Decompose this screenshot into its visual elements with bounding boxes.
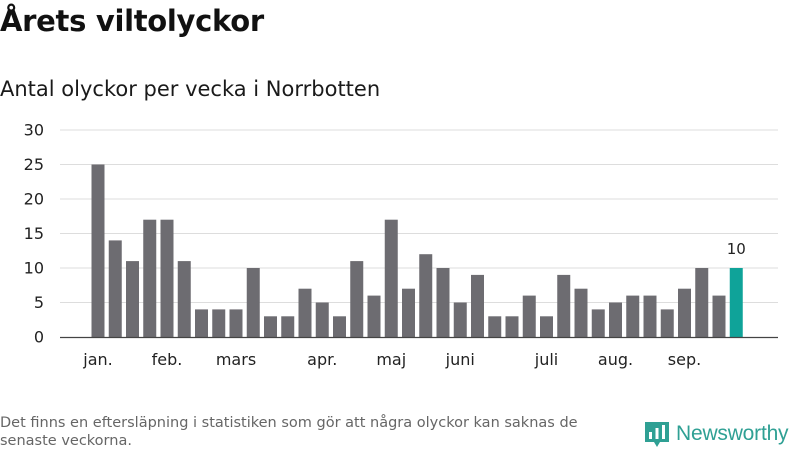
bar	[695, 268, 709, 337]
chart-title: Årets viltolyckor	[0, 4, 264, 38]
x-tick-label: sep.	[668, 350, 701, 369]
bar	[143, 219, 157, 337]
bar	[678, 288, 691, 337]
newsworthy-logo-icon	[645, 422, 669, 447]
y-tick-label: 10	[24, 259, 44, 278]
bar	[298, 288, 312, 337]
y-tick-label: 0	[34, 328, 44, 347]
bar	[591, 309, 605, 337]
x-tick-label: maj	[376, 350, 406, 369]
bar	[229, 309, 243, 337]
x-tick-label: juli	[534, 350, 558, 369]
bar	[540, 316, 553, 337]
bar	[522, 295, 536, 337]
bar	[574, 288, 588, 337]
bar	[557, 274, 571, 337]
x-tick-label: apr.	[307, 350, 337, 369]
y-tick-label: 30	[24, 121, 44, 140]
bar	[177, 261, 191, 337]
bar	[315, 302, 329, 337]
bar	[609, 302, 622, 337]
bar	[160, 219, 174, 337]
x-tick-label: juni	[445, 350, 475, 369]
bar	[108, 240, 122, 337]
brand-name: Newsworthy	[676, 422, 789, 445]
data-labels: 10	[727, 240, 746, 258]
brand-logo[interactable]: Newsworthy	[644, 419, 789, 449]
x-axis-ticks: jan. feb. mars apr. maj juni juli aug. sep.	[82, 350, 701, 369]
bar	[333, 316, 346, 337]
bar	[712, 295, 726, 337]
bar	[643, 295, 657, 337]
bar	[453, 302, 467, 337]
bar	[419, 254, 433, 337]
y-tick-label: 5	[34, 293, 44, 312]
bar	[505, 316, 519, 337]
bar-chart: 0 5 10 15 20 25 30 jan. feb. mars apr. maj juni juli…	[24, 121, 778, 369]
bars	[91, 164, 743, 337]
bar-highlighted	[729, 268, 743, 337]
bar	[264, 316, 277, 337]
bar	[660, 309, 674, 337]
footnote: Det finns en eftersläpning i statistiken…	[0, 415, 578, 449]
chart-subtitle: Antal olyckor per vecka i Norrbotten	[0, 77, 381, 101]
bar	[436, 268, 450, 337]
bar	[350, 261, 364, 337]
y-tick-label: 25	[24, 155, 44, 174]
bar	[626, 295, 640, 337]
bar	[488, 316, 502, 337]
x-tick-label: mars	[216, 350, 256, 369]
y-tick-label: 20	[24, 190, 44, 209]
bar	[402, 288, 415, 337]
bar	[126, 261, 139, 337]
bar	[195, 309, 208, 337]
y-tick-label: 15	[24, 224, 44, 243]
bar	[471, 274, 484, 337]
bar	[246, 268, 260, 337]
y-axis-ticks: 0 5 10 15 20 25 30	[24, 121, 44, 347]
bar	[91, 164, 105, 337]
bar	[367, 295, 381, 337]
x-tick-label: aug.	[598, 350, 633, 369]
x-tick-label: jan.	[82, 350, 112, 369]
bar	[384, 219, 398, 337]
bar	[212, 309, 226, 337]
highlight-data-label: 10	[727, 240, 746, 258]
bar	[281, 316, 295, 337]
x-tick-label: feb.	[152, 350, 183, 369]
